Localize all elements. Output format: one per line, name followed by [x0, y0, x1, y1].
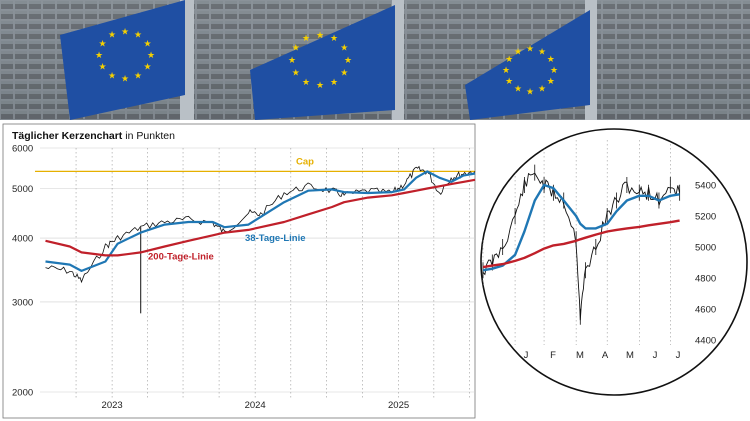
header-photo: ★★★★★★★★★ ★ ★★★★★★★★★★★ ★ ★★★★★★★★★★★ ★ ★★ [0, 0, 750, 120]
y-tick-label: 3000 [12, 297, 33, 308]
zoom-circle: 5400 5200 5000 4800 4600 4400 J F M A M J J [480, 128, 748, 396]
flag-star: ★ [344, 56, 352, 66]
flag-star: ★ [95, 51, 103, 61]
zoom-x-tick-label: A [602, 350, 609, 361]
zoom-x-tick-label: F [550, 350, 556, 361]
flag-star: ★ [514, 47, 522, 57]
flag-star: ★ [292, 69, 300, 79]
flag-star: ★ [547, 77, 555, 87]
flag-star: ★ [340, 69, 348, 79]
flag-star: ★ [316, 81, 324, 91]
flag-star: ★ [98, 39, 106, 49]
flag-star: ★ [121, 74, 129, 84]
flag-star: ★ [538, 47, 546, 57]
flag-star: ★ [526, 44, 534, 54]
flag-star: ★ [108, 31, 116, 41]
main-y-tick-labels: 6000 5000 4000 3000 2000 [12, 144, 33, 399]
zoom-x-tick-label: J [676, 350, 681, 361]
ma200-line [45, 178, 476, 257]
eu-flag: ★★★★★★★★★ ★ ★★ [465, 10, 590, 120]
flag-star: ★ [121, 28, 129, 38]
zoom-y-tick-label: 4400 [695, 336, 716, 347]
zoom-y-tick-label: 5400 [695, 181, 716, 192]
flag-star: ★ [302, 78, 310, 88]
cap-label: Cap [296, 156, 314, 167]
flag-star: ★ [98, 63, 106, 73]
flag-star: ★ [302, 34, 310, 44]
x-tick-label: 2023 [102, 400, 123, 411]
y-tick-label: 5000 [12, 184, 33, 195]
flag-star: ★ [134, 31, 142, 41]
main-series-layer [45, 165, 476, 314]
chart-subtitle: in Punkten [125, 130, 175, 142]
flag-star: ★ [147, 51, 155, 61]
y-tick-label: 6000 [12, 144, 33, 155]
flag-star: ★ [505, 55, 513, 65]
zoom-x-tick-label: M [576, 350, 584, 361]
chart-title: Täglicher Kerzenchart [12, 130, 123, 142]
zoom-x-tick-label: J [524, 350, 529, 361]
zoom-x-tick-label: M [626, 350, 634, 361]
zoom-y-tick-label: 4600 [695, 305, 716, 316]
ma200-label: 200-Tage-Linie [148, 251, 214, 262]
flag-star: ★ [108, 71, 116, 81]
zoom-y-tick-label: 5200 [695, 212, 716, 223]
chart-title-group: Täglicher Kerzenchart in Punkten [12, 130, 175, 142]
flag-star: ★ [143, 39, 151, 49]
flag-star: ★ [550, 66, 558, 76]
flag-star: ★ [538, 85, 546, 95]
main-series-labels: 38-Tage-Linie 200-Tage-Linie [148, 233, 306, 263]
flag-cloth [465, 10, 590, 120]
flag-star: ★ [502, 66, 510, 76]
flag-star: ★ [316, 31, 324, 41]
ma38-label: 38-Tage-Linie [245, 233, 306, 244]
zoom-ma38-line [482, 183, 680, 272]
zoom-x-tick-label: J [653, 350, 658, 361]
y-tick-label: 2000 [12, 388, 33, 399]
flag-star: ★ [514, 85, 522, 95]
eu-flag: ★★★★★★★★★ ★ ★★ [250, 5, 395, 120]
ma38-line [45, 170, 476, 272]
flag-cloth [60, 0, 185, 120]
zoom-y-tick-label: 5000 [695, 243, 716, 254]
flag-star: ★ [505, 77, 513, 87]
flag-star: ★ [330, 34, 338, 44]
flag-star: ★ [547, 55, 555, 65]
flag-star: ★ [292, 43, 300, 53]
zoom-ma200-line [482, 219, 680, 269]
flag-star: ★ [330, 78, 338, 88]
flag-star: ★ [288, 56, 296, 66]
zoom-y-tick-label: 4800 [695, 274, 716, 285]
eu-flag: ★★★★★★★★★ ★ ★★ [60, 0, 185, 120]
flag-star: ★ [526, 88, 534, 98]
main-x-tick-labels: 2023 2024 2025 [102, 400, 410, 411]
zoom-series-layer [482, 164, 681, 325]
y-tick-label: 4000 [12, 234, 33, 245]
flag-star: ★ [134, 71, 142, 81]
x-tick-label: 2025 [388, 400, 409, 411]
zoom-y-tick-labels: 5400 5200 5000 4800 4600 4400 [695, 181, 716, 347]
flag-cloth [250, 5, 395, 120]
flag-star: ★ [143, 63, 151, 73]
cap-reference-line: Cap [35, 156, 475, 173]
x-tick-label: 2024 [245, 400, 266, 411]
flag-star: ★ [340, 43, 348, 53]
